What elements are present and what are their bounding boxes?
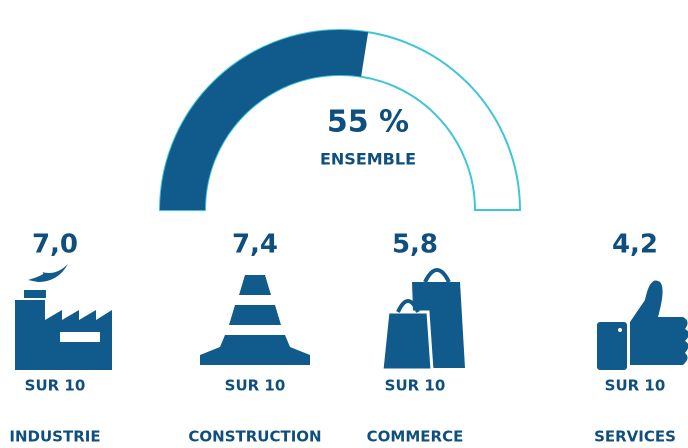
score-unit: SUR 10 xyxy=(225,377,286,395)
cone-icon xyxy=(200,275,310,365)
score: 7,4 xyxy=(232,230,278,260)
sector-name: SERVICES xyxy=(594,428,676,446)
sector-name: CONSTRUCTION xyxy=(188,428,321,446)
gauge-label: ENSEMBLE xyxy=(320,150,416,169)
bags-icon xyxy=(380,268,465,372)
score: 7,0 xyxy=(32,230,78,260)
gauge-fill xyxy=(160,29,369,210)
factory-icon xyxy=(15,264,112,370)
sector-name: COMMERCE xyxy=(367,428,464,446)
thumb-icon xyxy=(597,280,688,370)
score: 4,2 xyxy=(612,230,658,260)
gauge-value: 55 % xyxy=(327,105,409,140)
score-unit: SUR 10 xyxy=(605,377,666,395)
sector-name: INDUSTRIE xyxy=(9,428,100,446)
score-unit: SUR 10 xyxy=(25,377,86,395)
score-unit: SUR 10 xyxy=(385,377,446,395)
score: 5,8 xyxy=(392,230,438,260)
